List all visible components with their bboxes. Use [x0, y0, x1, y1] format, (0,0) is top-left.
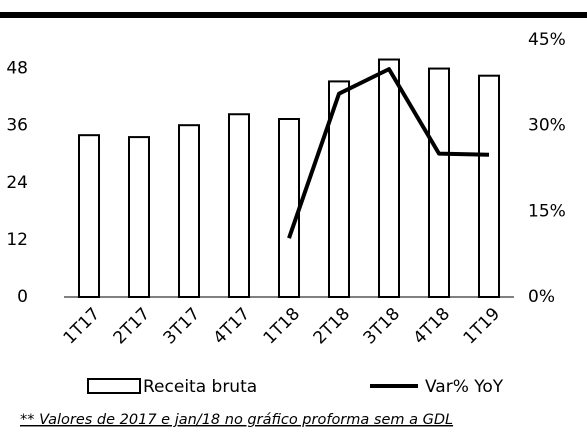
y-tick-label: 48 — [6, 59, 28, 79]
bar — [228, 113, 250, 298]
bar — [178, 124, 200, 299]
y2-tick-label: 0% — [528, 287, 555, 307]
y2-tick-label: 15% — [528, 201, 566, 221]
bar — [378, 58, 400, 298]
bar — [428, 67, 450, 298]
top-rule — [0, 12, 587, 18]
y2-tick-label: 45% — [528, 30, 566, 50]
y2-tick-label: 30% — [528, 116, 566, 136]
bar — [128, 136, 150, 298]
bar — [278, 118, 300, 298]
bar — [78, 134, 100, 298]
legend-label: Var% YoY — [425, 377, 504, 397]
y-tick-label: 12 — [6, 230, 28, 250]
line — [287, 67, 490, 239]
bar — [478, 74, 500, 298]
legend-swatch — [87, 378, 141, 394]
y-tick-label: 24 — [6, 173, 28, 193]
footnote: ** Valores de 2017 e jan/18 no gráfico p… — [20, 412, 453, 428]
legend-label: Receita bruta — [143, 377, 257, 397]
y-tick-label: 0 — [17, 287, 28, 307]
bar — [328, 80, 350, 299]
y-tick-label: 36 — [6, 116, 28, 136]
